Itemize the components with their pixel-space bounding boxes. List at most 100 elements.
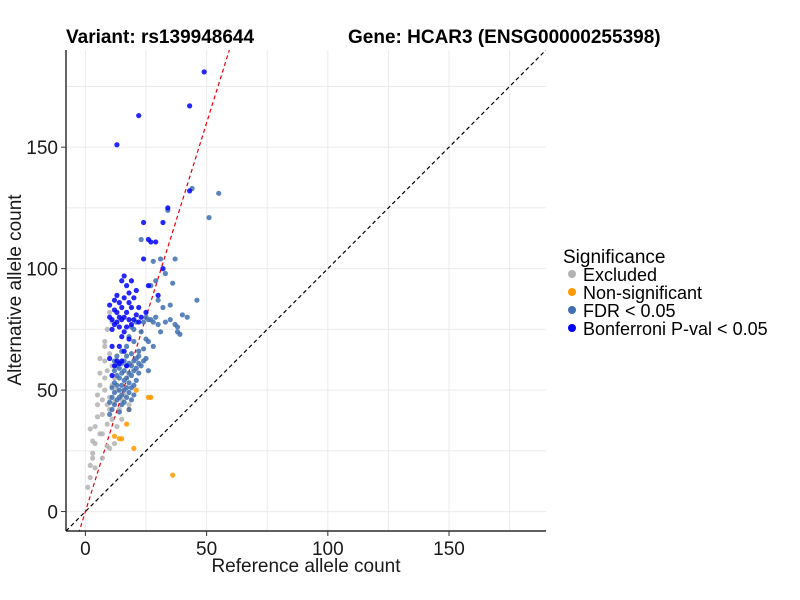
- data-point: [99, 397, 105, 403]
- series-bonferroni-p-val-0-05: [107, 69, 207, 379]
- data-point: [102, 358, 108, 364]
- data-point: [124, 394, 130, 400]
- data-point: [116, 375, 122, 381]
- data-point: [111, 402, 118, 408]
- x-tick-label: 100: [312, 539, 344, 560]
- chart-title-variant: Variant: rs139948644: [66, 27, 254, 48]
- data-point: [131, 445, 137, 452]
- data-point: [140, 256, 147, 262]
- legend-title: Significance: [563, 247, 665, 268]
- data-point: [107, 399, 113, 405]
- data-point: [133, 387, 139, 393]
- data-point: [153, 239, 159, 245]
- data-point: [136, 112, 142, 119]
- data-point: [114, 382, 120, 388]
- data-point: [116, 300, 122, 306]
- data-point: [177, 331, 183, 337]
- data-point: [145, 338, 152, 345]
- data-point: [114, 309, 120, 315]
- data-point: [155, 297, 161, 303]
- y-axis-ticks: 0 50 100 150: [26, 138, 66, 524]
- data-point: [111, 389, 118, 396]
- data-point: [121, 273, 127, 279]
- data-point: [162, 319, 168, 325]
- data-point: [136, 348, 142, 354]
- data-point: [133, 312, 139, 318]
- data-point: [157, 256, 164, 262]
- data-point: [85, 484, 91, 490]
- data-point: [92, 465, 98, 471]
- x-tick-label: 0: [80, 539, 91, 560]
- data-point: [99, 455, 105, 461]
- data-point: [128, 397, 135, 403]
- legend-label-2: Non-significant: [583, 283, 702, 303]
- data-point: [111, 297, 118, 303]
- data-point: [160, 219, 166, 226]
- data-point: [124, 324, 130, 330]
- identity-line: [66, 50, 546, 531]
- data-point: [126, 317, 132, 323]
- data-point: [119, 392, 125, 398]
- data-point: [143, 309, 149, 315]
- data-point: [201, 69, 207, 75]
- data-point: [92, 440, 98, 447]
- data-point: [126, 406, 132, 413]
- legend-key-2: [568, 288, 576, 296]
- legend-label-1: Excluded: [583, 265, 657, 285]
- data-point: [131, 317, 137, 323]
- data-point: [124, 375, 130, 381]
- data-point: [111, 440, 118, 447]
- data-point: [121, 314, 127, 320]
- data-point: [136, 370, 142, 376]
- data-point: [97, 431, 103, 437]
- data-point: [155, 321, 161, 328]
- data-point: [102, 338, 108, 345]
- data-point: [124, 385, 130, 391]
- data-point: [184, 314, 190, 320]
- y-tick-label: 50: [37, 381, 58, 402]
- data-point: [119, 436, 125, 442]
- data-point: [128, 304, 135, 311]
- data-point: [131, 382, 137, 388]
- data-point: [170, 280, 176, 286]
- data-point: [102, 343, 108, 349]
- data-point: [145, 368, 152, 374]
- data-points: [85, 69, 222, 490]
- data-point: [121, 368, 127, 374]
- data-point: [155, 292, 161, 298]
- data-point: [114, 142, 120, 148]
- data-point: [148, 394, 154, 400]
- data-point: [104, 421, 110, 427]
- data-point: [97, 370, 103, 376]
- data-point: [167, 317, 173, 323]
- data-point: [116, 365, 122, 371]
- series-non-significant: [111, 387, 176, 478]
- x-axis-title: Reference allele count: [211, 556, 401, 577]
- data-point: [128, 278, 135, 284]
- data-point: [140, 219, 147, 226]
- data-point: [131, 326, 137, 332]
- data-point: [92, 423, 98, 430]
- data-point: [150, 258, 156, 264]
- data-point: [131, 392, 137, 398]
- data-point: [124, 283, 130, 289]
- data-point: [128, 351, 135, 357]
- data-point: [104, 326, 110, 332]
- data-point: [102, 375, 108, 381]
- legend-key-1: [568, 270, 576, 278]
- chart-title-gene: Gene: HCAR3 (ENSG00000255398): [348, 27, 661, 48]
- data-point: [109, 416, 115, 422]
- x-tick-label: 50: [196, 539, 217, 560]
- data-point: [133, 287, 139, 294]
- data-point: [116, 387, 122, 393]
- data-point: [119, 304, 125, 311]
- data-point: [116, 324, 122, 330]
- data-point: [136, 353, 142, 359]
- data-point: [153, 314, 159, 320]
- data-point: [87, 426, 93, 432]
- data-point: [119, 416, 125, 422]
- data-point: [102, 387, 108, 393]
- legend-label-4: Bonferroni P-val < 0.05: [583, 319, 768, 339]
- data-point: [109, 394, 115, 400]
- y-tick-label: 0: [47, 503, 58, 524]
